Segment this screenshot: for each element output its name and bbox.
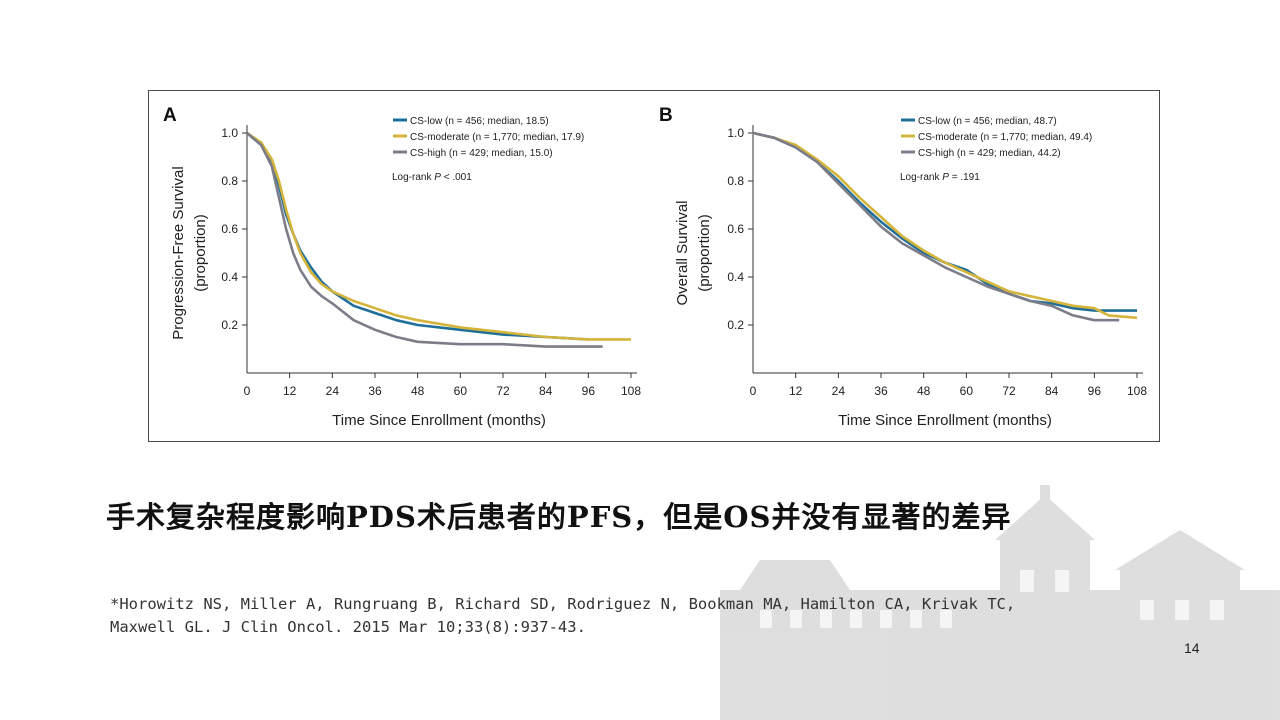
- panel-b-series-cs-low: [752, 131, 1137, 312]
- panel-a-y-tick-label: 0.8: [221, 174, 238, 188]
- panel-a-x-tick-label: 60: [454, 384, 468, 398]
- panel-b-letter: B: [659, 105, 673, 126]
- panel-a-y-tick-label: 1.0: [221, 126, 238, 140]
- panel-a-x-tick-label: 24: [326, 384, 340, 398]
- panel-a-series-cs-low: [246, 132, 589, 341]
- panel-a-y-tick-label: 0.2: [221, 318, 238, 332]
- panel-a-legend-label: CS-moderate (n = 1,770; median, 17.9): [410, 132, 584, 143]
- panel-b-y-tick-label: 0.8: [727, 174, 744, 188]
- panel-a-x-tick-label: 96: [582, 384, 596, 398]
- panel-a-logrank-annotation: Log-rank P < .001: [392, 172, 472, 183]
- panel-b-y-axis-subtitle: (proportion): [696, 214, 713, 292]
- citation-line-2: Maxwell GL. J Clin Oncol. 2015 Mar 10;33…: [110, 618, 586, 636]
- panel-b-y-tick-label: 0.4: [727, 270, 744, 284]
- panel-b-x-tick-label: 108: [1127, 384, 1147, 398]
- panel-b-y-tick-label: 1.0: [727, 126, 744, 140]
- citation-line-1: *Horowitz NS, Miller A, Rungruang B, Ric…: [110, 595, 1016, 613]
- panel-b-x-tick-label: 84: [1045, 384, 1059, 398]
- panel-b-x-tick-label: 48: [917, 384, 931, 398]
- panel-b-series-cs-moderate: [752, 131, 1138, 320]
- panel-a-x-tick-label: 36: [368, 384, 382, 398]
- panel-b-x-tick-label: 24: [832, 384, 846, 398]
- campus-building-watermark: [720, 485, 1280, 720]
- panel-b-y-axis-title: Overall Survival: [674, 200, 691, 305]
- panel-a-y-axis-title: Progression-Free Survival: [170, 166, 187, 339]
- panel-b-x-axis-title: Time Since Enrollment (months): [838, 412, 1052, 429]
- panel-b-x-tick-label: 72: [1002, 384, 1016, 398]
- panel-a-x-tick-label: 108: [621, 384, 641, 398]
- panel-b-series-cs-high: [752, 131, 1120, 322]
- panel-a-x-tick-label: 48: [411, 384, 425, 398]
- slide-caption: 手术复杂程度影响PDS术后患者的PFS，但是OS并没有显著的差异: [106, 500, 1012, 534]
- panel-b-legend-label: CS-low (n = 456; median, 48.7): [918, 116, 1057, 127]
- panel-a-series-cs-high: [246, 132, 603, 348]
- panel-b-x-tick-label: 36: [874, 384, 888, 398]
- citation: *Horowitz NS, Miller A, Rungruang B, Ric…: [110, 593, 1180, 639]
- panel-a-series-cs-moderate: [246, 131, 631, 341]
- panel-a-x-tick-label: 84: [539, 384, 553, 398]
- panel-b-legend-label: CS-moderate (n = 1,770; median, 49.4): [918, 132, 1092, 143]
- panel-b-y-tick-label: 0.6: [727, 222, 744, 236]
- panel-a-x-tick-label: 12: [283, 384, 297, 398]
- panel-b-x-tick-label: 96: [1088, 384, 1102, 398]
- panel-a-y-tick-label: 0.6: [221, 222, 238, 236]
- figure-frame: A 0 12 24 36 48 60 72 84 96 108 0.2 0.4 0.6 0.8 1.0 Time…: [148, 90, 1160, 442]
- panel-a-x-tick-label: 72: [496, 384, 510, 398]
- panel-b-y-tick-label: 0.2: [727, 318, 744, 332]
- panel-b-logrank-annotation: Log-rank P = .191: [900, 172, 980, 183]
- panel-a-legend-label: CS-high (n = 429; median, 15.0): [410, 148, 553, 159]
- page-number: 14: [1184, 640, 1200, 656]
- panel-a-x-tick-label: 0: [244, 384, 251, 398]
- panel-b-legend-label: CS-high (n = 429; median, 44.2): [918, 148, 1061, 159]
- survival-chart: A 0 12 24 36 48 60 72 84 96 108 0.2 0.4 0.6 0.8 1.0 Time…: [163, 105, 1147, 429]
- panel-b-x-tick-label: 12: [789, 384, 803, 398]
- panel-a-letter: A: [163, 105, 177, 126]
- panel-b-x-tick-label: 60: [960, 384, 974, 398]
- panel-a-y-tick-label: 0.4: [221, 270, 238, 284]
- panel-a-legend-label: CS-low (n = 456; median, 18.5): [410, 116, 549, 127]
- panel-a-x-axis-title: Time Since Enrollment (months): [332, 412, 546, 429]
- panel-b-x-tick-label: 0: [750, 384, 757, 398]
- panel-a-y-axis-subtitle: (proportion): [192, 214, 209, 292]
